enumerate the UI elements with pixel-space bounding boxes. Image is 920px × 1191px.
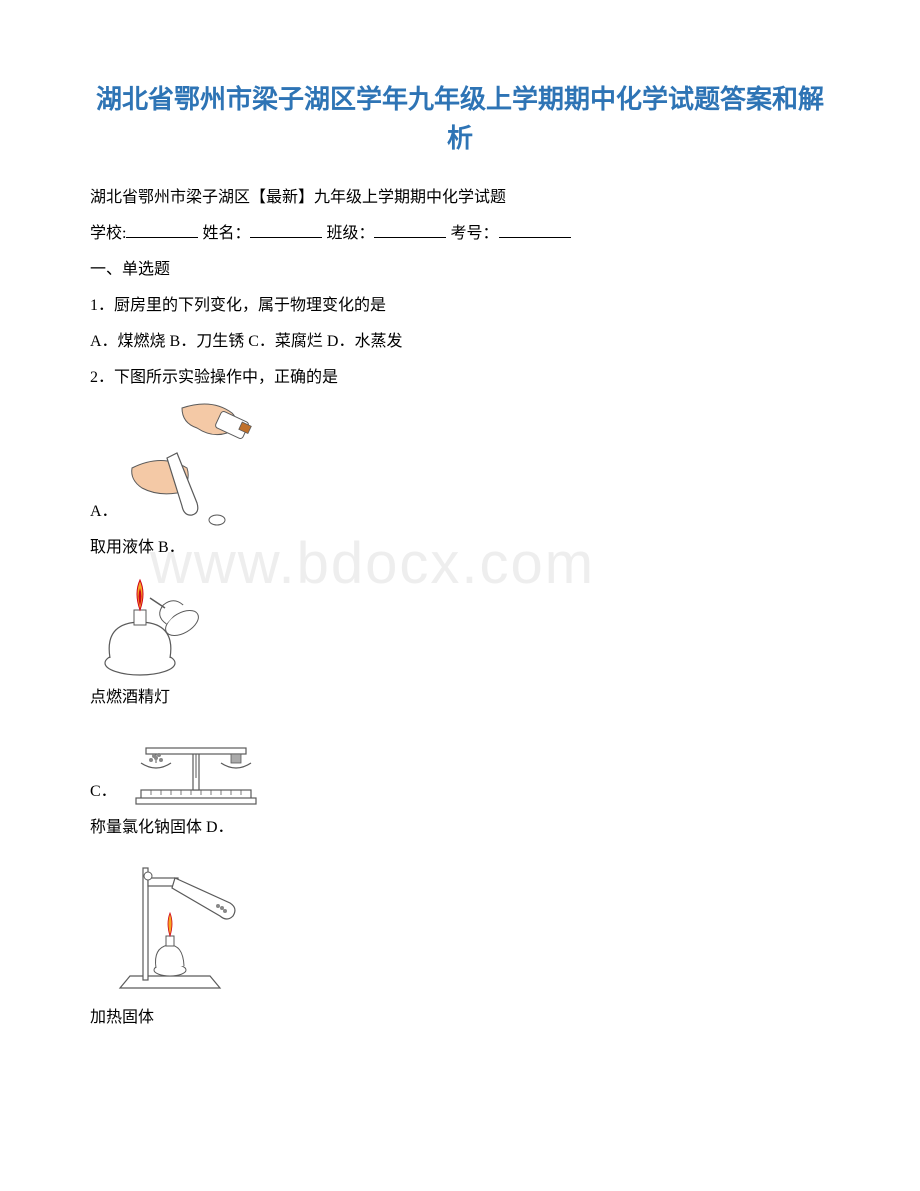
figure-lighting-alcohol-lamp (90, 568, 210, 678)
section-heading: 一、单选题 (90, 254, 830, 286)
q2-optC-prefix: C． (90, 783, 117, 800)
q2-optA-caption: 取用液体 B． (90, 532, 830, 564)
document-title: 湖北省鄂州市梁子湖区学年九年级上学期期中化学试题答案和解析 (90, 80, 830, 158)
q2-optA-prefix: A． (90, 503, 118, 520)
q2-option-b-row (90, 568, 830, 678)
student-info-line: 学校: 姓名： 班级： 考号： (90, 218, 830, 250)
name-label: 姓名： (202, 225, 250, 242)
figure-heating-solid-stand (90, 848, 250, 998)
figure-balance-scale (121, 718, 271, 808)
q2-optB-caption: 点燃酒精灯 (90, 682, 830, 714)
examno-label: 考号： (450, 225, 498, 242)
subtitle: 湖北省鄂州市梁子湖区【最新】九年级上学期期中化学试题 (90, 182, 830, 214)
q2-option-d-row (90, 848, 830, 998)
school-blank (126, 222, 198, 238)
class-label: 班级： (326, 225, 374, 242)
document-content: 湖北省鄂州市梁子湖区学年九年级上学期期中化学试题答案和解析 湖北省鄂州市梁子湖区… (90, 80, 830, 1034)
school-label: 学校: (90, 225, 126, 242)
figure-pouring-liquid (122, 398, 272, 528)
q2-optD-caption: 加热固体 (90, 1002, 830, 1034)
q1-options: A．煤燃烧 B．刀生锈 C．菜腐烂 D．水蒸发 (90, 326, 830, 358)
q2-optC-caption: 称量氯化钠固体 D． (90, 812, 830, 844)
class-blank (374, 222, 446, 238)
examno-blank (499, 222, 571, 238)
q2-option-a-row: A． (90, 398, 830, 528)
name-blank (250, 222, 322, 238)
q1-stem: 1．厨房里的下列变化，属于物理变化的是 (90, 290, 830, 322)
q2-option-c-row: C． (90, 718, 830, 808)
q2-stem: 2．下图所示实验操作中，正确的是 (90, 362, 830, 394)
